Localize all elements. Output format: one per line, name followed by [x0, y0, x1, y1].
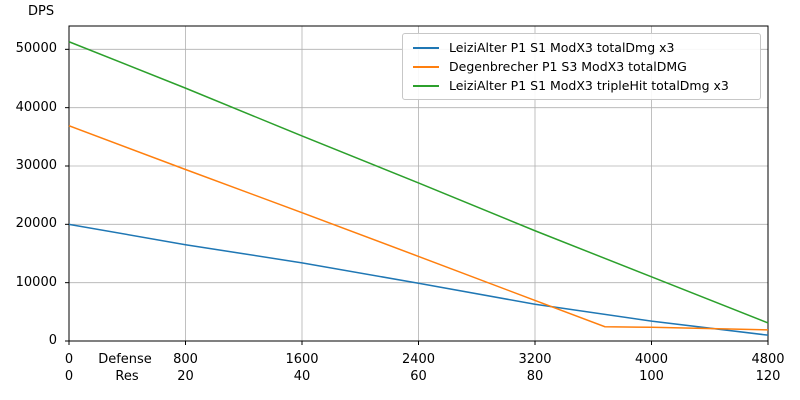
- x-tick-defense-label-4000: 4000: [634, 352, 669, 367]
- y-tick-label-30000: 30000: [15, 158, 57, 173]
- legend-label: LeiziAlter P1 S1 ModX3 totalDmg x3: [449, 40, 675, 55]
- legend-item: Degenbrecher P1 S3 ModX3 totalDMG: [403, 57, 760, 76]
- legend-label: LeiziAlter P1 S1 ModX3 tripleHit totalDm…: [449, 78, 729, 93]
- legend-label: Degenbrecher P1 S3 ModX3 totalDMG: [449, 59, 687, 74]
- legend-item: LeiziAlter P1 S1 ModX3 tripleHit totalDm…: [403, 76, 760, 95]
- x-tick-res-label-40: 40: [293, 369, 311, 384]
- legend-line-swatch-green: [413, 84, 439, 87]
- y-tick-label-40000: 40000: [15, 99, 57, 115]
- x-tick-res-label-20: 20: [177, 369, 194, 384]
- x-tick-defense-label-4800: 4800: [751, 352, 785, 367]
- legend-item: LeiziAlter P1 S1 ModX3 totalDmg x3: [403, 38, 760, 57]
- legend-line-swatch-orange: [413, 65, 439, 68]
- x-axis-label-res: Res: [115, 369, 139, 384]
- x-tick-res-label-60: 60: [410, 369, 427, 384]
- x-tick-res-label-100: 100: [639, 369, 664, 384]
- y-tick-label-10000: 10000: [15, 274, 57, 290]
- x-tick-res-label-120: 120: [755, 369, 781, 384]
- x-tick-defense-label-1600: 1600: [285, 352, 319, 367]
- series-line: [68, 41, 769, 324]
- x-tick-defense-label-2400: 2400: [401, 352, 436, 367]
- y-tick-label-20000: 20000: [15, 216, 57, 232]
- x-tick-res-label-80: 80: [526, 369, 544, 384]
- x-tick-defense-label-0: 0: [64, 352, 74, 367]
- y-tick-label-50000: 50000: [15, 41, 57, 57]
- x-tick-defense-label-800: 800: [173, 352, 198, 367]
- legend-line-swatch-blue: [413, 46, 439, 49]
- x-tick-defense-label-3200: 3200: [518, 352, 552, 367]
- legend: LeiziAlter P1 S1 ModX3 totalDmg x3 Degen…: [402, 33, 761, 100]
- y-tick-label-0: 0: [48, 333, 57, 348]
- x-tick-res-label-0: 0: [64, 369, 74, 384]
- series-line: [68, 125, 769, 331]
- series-line: [68, 223, 769, 336]
- y-axis-title: DPS: [28, 4, 55, 19]
- x-axis-label-defense: Defense: [98, 352, 152, 367]
